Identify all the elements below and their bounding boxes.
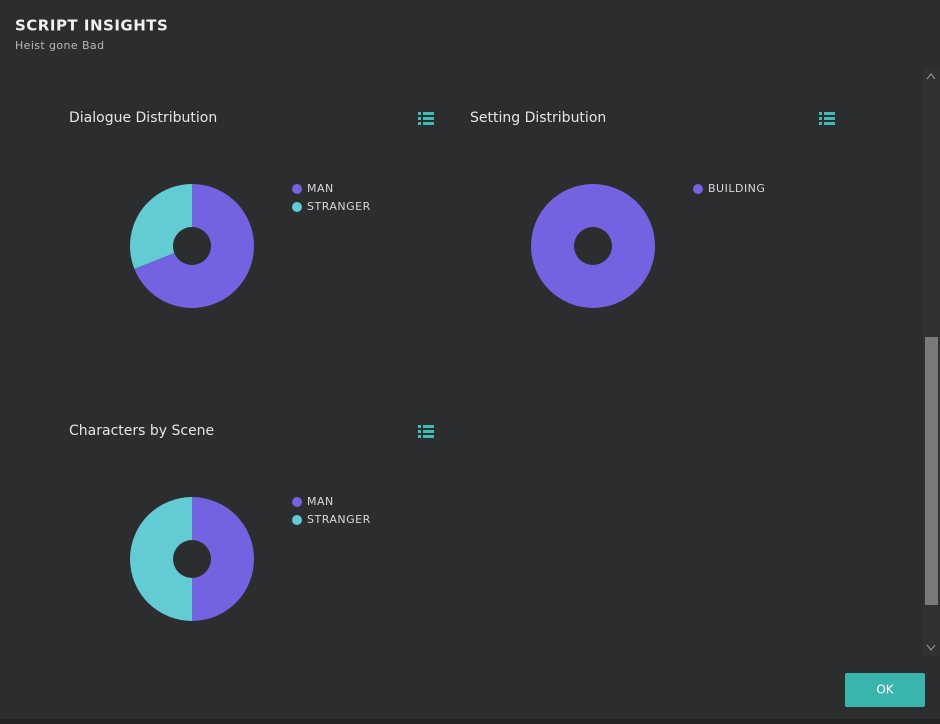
menu-icon-dot (418, 112, 421, 115)
scroll-up[interactable] (926, 73, 936, 80)
pie-slice (192, 497, 254, 621)
menu-icon-bar (423, 430, 434, 433)
menu-icon-dot (418, 117, 421, 120)
menu-icon-bar (423, 122, 434, 125)
menu-icon-dot (819, 112, 822, 115)
menu-icon-bar (423, 425, 434, 428)
dialog-title: SCRIPT INSIGHTS (15, 17, 168, 35)
pie-slice (531, 184, 655, 308)
menu-icon-dot (819, 122, 822, 125)
menu-icon-bar (423, 117, 434, 120)
legend-label: MAN (307, 182, 334, 195)
ok-button[interactable] (845, 673, 925, 707)
menu-icon-bar (824, 117, 835, 120)
menu-icon-dot (418, 435, 421, 438)
menu-icon-bar (824, 122, 835, 125)
menu-icon-bar (423, 112, 434, 115)
chart-title: Characters by Scene (69, 423, 214, 439)
legend-label: BUILDING (708, 182, 765, 195)
dialog-subtitle: Heist gone Bad (15, 39, 104, 52)
legend-swatch (292, 515, 302, 525)
legend-label: STRANGER (307, 200, 371, 213)
bottom-strip (0, 719, 940, 724)
pie-slice (129, 184, 192, 269)
pie-slice (134, 184, 254, 308)
menu-icon-dot (418, 122, 421, 125)
scroll-down[interactable] (926, 644, 936, 651)
pie-slice (130, 497, 192, 621)
chart-title: Setting Distribution (470, 110, 606, 126)
legend-swatch (292, 184, 302, 194)
scrollbar-thumb[interactable] (925, 337, 938, 605)
legend-label: STRANGER (307, 513, 371, 526)
legend-swatch (292, 202, 302, 212)
legend-swatch (693, 184, 703, 194)
legend-label: MAN (307, 495, 334, 508)
menu-icon-dot (819, 117, 822, 120)
menu-icon-dot (418, 425, 421, 428)
menu-icon-dot (418, 430, 421, 433)
legend-swatch (292, 497, 302, 507)
chart-title: Dialogue Distribution (69, 110, 217, 126)
menu-icon-bar (423, 435, 434, 438)
ok-label: OK (876, 683, 894, 697)
menu-icon-bar (824, 112, 835, 115)
